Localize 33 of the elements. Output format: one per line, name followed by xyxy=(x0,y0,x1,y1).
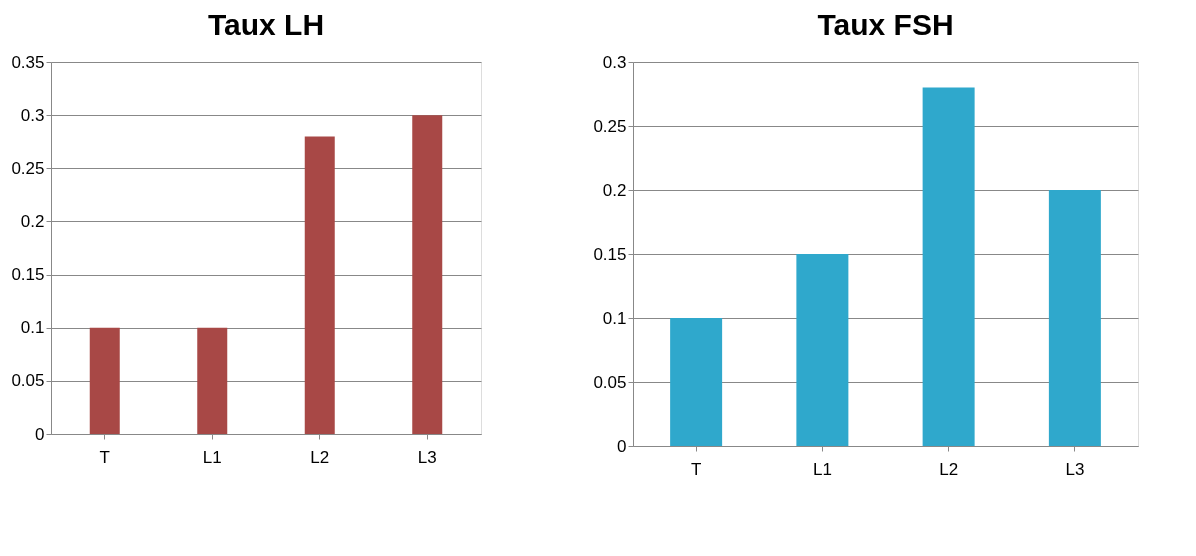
x-tick-label: L3 xyxy=(417,447,437,467)
bar xyxy=(304,136,335,434)
bar xyxy=(670,318,723,446)
chart-title: Taux FSH xyxy=(817,8,954,41)
x-tick-label: L2 xyxy=(310,447,330,467)
x-tick-label: L1 xyxy=(202,447,222,467)
y-tick-label: 0.15 xyxy=(11,265,45,285)
bar xyxy=(796,254,849,446)
chart-title: Taux LH xyxy=(207,8,325,41)
y-tick-label: 0.25 xyxy=(11,158,45,178)
y-tick-label: 0.3 xyxy=(602,52,627,72)
y-tick-label: 0 xyxy=(35,424,45,444)
x-tick-label: T xyxy=(99,447,110,467)
y-tick-label: 0.1 xyxy=(602,308,627,328)
y-tick-label: 0.2 xyxy=(602,180,627,200)
bar xyxy=(89,327,120,434)
y-tick-label: 0.3 xyxy=(20,105,45,125)
y-tick-label: 0.2 xyxy=(20,211,45,231)
y-tick-label: 0.25 xyxy=(593,116,627,136)
x-tick-label: T xyxy=(690,459,702,479)
x-tick-label: L3 xyxy=(1065,459,1085,479)
y-tick-label: 0 xyxy=(617,436,627,456)
x-tick-label: L1 xyxy=(812,459,832,479)
bar xyxy=(412,115,443,434)
y-tick-label: 0.05 xyxy=(593,372,627,392)
bar xyxy=(197,327,228,434)
y-tick-label: 0.05 xyxy=(11,371,45,391)
y-tick-label: 0.35 xyxy=(11,52,45,72)
y-tick-label: 0.15 xyxy=(593,244,627,264)
y-tick-label: 0.1 xyxy=(20,318,45,338)
bar xyxy=(922,87,975,446)
bar xyxy=(1048,190,1101,446)
x-tick-label: L2 xyxy=(939,459,959,479)
